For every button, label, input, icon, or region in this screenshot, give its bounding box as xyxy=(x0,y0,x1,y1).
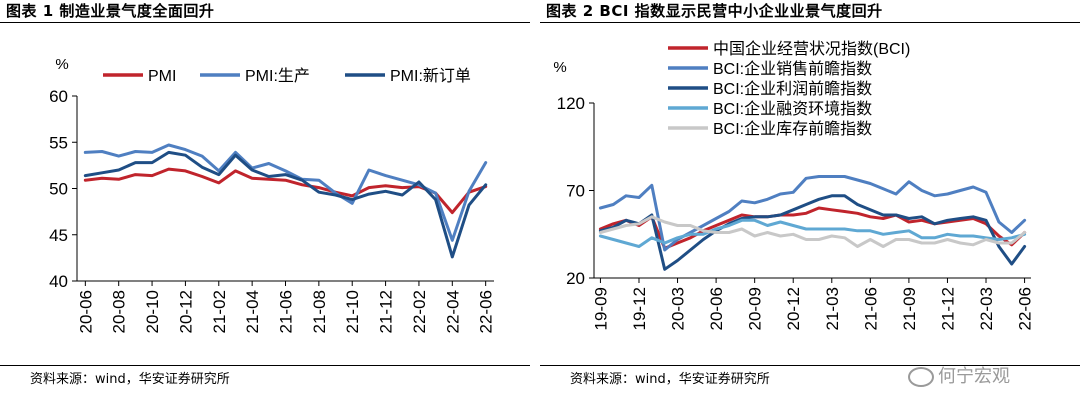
fig2-x-tick-label: 19-09 xyxy=(591,287,610,330)
figure-2-bottom-rule xyxy=(540,365,1080,366)
fig1-y-tick-label: 50 xyxy=(49,180,68,199)
fig2-x-tick-label: 21-06 xyxy=(861,287,880,330)
fig1-x-tick-label: 20-08 xyxy=(110,290,129,333)
fig1-x-tick-label: 22-06 xyxy=(477,290,496,333)
fig2-legend-label-3: BCI:企业利润前瞻指数 xyxy=(713,80,872,98)
fig1-x-tick-label: 21-10 xyxy=(343,290,362,333)
fig1-legend-label-3: PMI:新订单 xyxy=(390,67,471,85)
figure-1-panel: 图表 1 制造业景气度全面回升 % 40 45 50 55 60 20-06 20-08 20-… xyxy=(0,0,530,420)
fig2-y-tick-label: 70 xyxy=(566,182,585,201)
fig2-x-tick-label: 22-06 xyxy=(1016,287,1035,330)
fig1-x-tick-label: 21-04 xyxy=(243,290,262,333)
fig2-legend-label-5: BCI:企业库存前瞻指数 xyxy=(713,120,872,138)
fig1-unit-label: % xyxy=(55,56,68,73)
figure-2-panel: 图表 2 BCI 指数显示民营中小企业业景气度回升 % 20 70 120 19-09 1… xyxy=(540,0,1080,420)
figure-1-top-rule xyxy=(0,22,530,23)
fig1-x-tick-label: 20-10 xyxy=(143,290,162,333)
fig2-x-tick-label: 22-03 xyxy=(977,287,996,330)
figure-1-bottom-rule xyxy=(0,365,530,366)
fig2-legend-label-1: 中国企业经营状况指数(BCI) xyxy=(713,40,910,58)
fig2-series-line-3 xyxy=(598,194,1027,271)
fig2-legend-label-4: BCI:企业融资环境指数 xyxy=(713,99,872,118)
watermark-text: 何宁宏观 xyxy=(938,366,1010,387)
fig1-legend-label-2: PMI:生产 xyxy=(245,67,310,85)
fig1-y-tick-label: 40 xyxy=(49,272,68,291)
fig1-legend-label-1: PMI xyxy=(148,68,176,85)
fig1-x-tick-label: 21-12 xyxy=(377,290,396,333)
fig2-x-tick-label: 20-06 xyxy=(707,287,726,330)
fig1-x-tick-label: 22-02 xyxy=(410,290,429,333)
figure-2-top-rule xyxy=(540,22,1080,23)
fig2-y-tick-label: 120 xyxy=(557,94,585,113)
figure-2-title: 图表 2 BCI 指数显示民营中小企业业景气度回升 xyxy=(546,2,883,20)
figure-1-source: 资料来源：wind，华安证券研究所 xyxy=(30,372,230,387)
fig2-x-tick-label: 19-12 xyxy=(630,287,649,330)
watermark: 何宁宏观 xyxy=(908,362,1010,388)
figure-1-chart: % 40 45 50 55 60 20-06 20-08 20-10 20-12 21-02 21-0… xyxy=(49,56,496,333)
fig2-x-tick-label: 21-12 xyxy=(938,287,957,330)
fig2-x-tick-label: 20-09 xyxy=(746,287,765,330)
fig1-series-line-1 xyxy=(83,167,488,215)
fig1-x-tick-label: 20-06 xyxy=(76,290,95,333)
fig2-legend-label-2: BCI:企业销售前瞻指数 xyxy=(713,60,872,78)
fig2-x-tick-label: 20-03 xyxy=(669,287,688,330)
fig2-series-line-4 xyxy=(598,218,1027,248)
fig2-series-line-2 xyxy=(598,175,1027,252)
fig1-series-line-2 xyxy=(83,143,488,242)
fig2-x-tick-label: 20-12 xyxy=(784,287,803,330)
wechat-icon xyxy=(908,367,934,387)
fig1-y-tick-label: 45 xyxy=(49,226,68,245)
figure-2-source: 资料来源：wind，华安证券研究所 xyxy=(570,372,770,387)
fig1-x-tick-label: 20-12 xyxy=(176,290,195,333)
figure-2-chart: % 20 70 120 19-09 19-12 20-03 20-06 20-09 20-12 21… xyxy=(553,40,1035,330)
fig2-x-tick-label: 21-03 xyxy=(823,287,842,330)
fig1-x-tick-label: 21-02 xyxy=(210,290,229,333)
fig1-x-tick-label: 21-08 xyxy=(310,290,329,333)
fig2-y-tick-label: 20 xyxy=(566,269,585,288)
fig2-x-tick-label: 21-09 xyxy=(900,287,919,330)
fig1-y-tick-label: 60 xyxy=(49,87,68,106)
fig1-series-line-3 xyxy=(83,150,488,259)
fig2-series-line-5 xyxy=(598,215,1027,248)
fig1-x-tick-label: 22-04 xyxy=(443,290,462,333)
fig1-x-tick-label: 21-06 xyxy=(277,290,296,333)
fig1-y-tick-label: 55 xyxy=(49,133,68,152)
fig2-unit-label: % xyxy=(553,59,566,76)
figure-1-title: 图表 1 制造业景气度全面回升 xyxy=(6,2,215,20)
